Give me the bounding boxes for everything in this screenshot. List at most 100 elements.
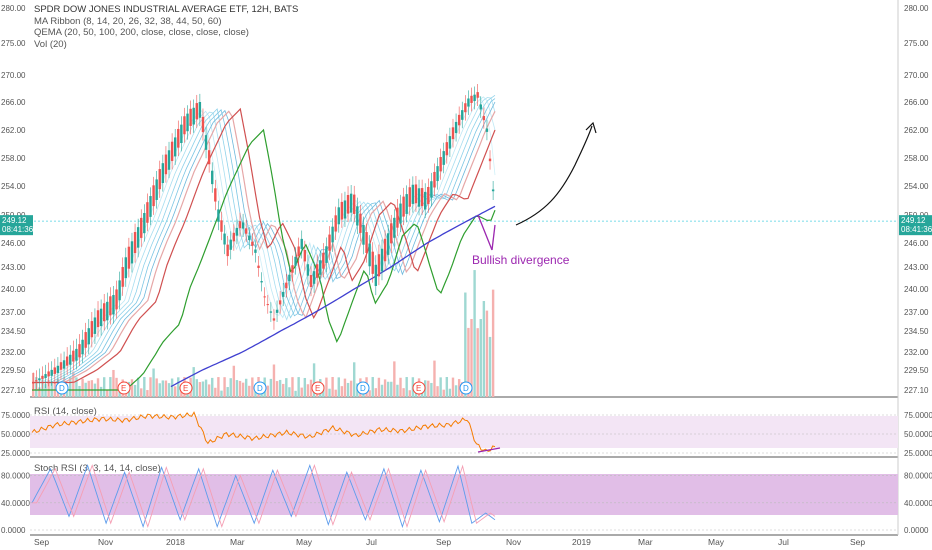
volume-bar	[294, 390, 297, 397]
candle-body	[427, 186, 430, 205]
price-tick-label-right: 275.00	[904, 39, 929, 48]
volume-bar	[433, 360, 436, 397]
volume-bar	[396, 384, 399, 397]
volume-bar	[47, 379, 50, 397]
candle-body	[491, 189, 495, 192]
candle-body	[488, 158, 492, 162]
volume-bar	[146, 390, 149, 397]
candle-body	[300, 238, 303, 249]
candle-body	[334, 215, 337, 232]
volume-bar	[38, 387, 41, 397]
candle-body	[146, 202, 149, 223]
price-badge-right	[899, 215, 932, 236]
candle-body	[448, 136, 452, 149]
candle-body	[371, 251, 374, 274]
candle-body	[180, 124, 183, 144]
time-tick-label: May	[708, 537, 725, 547]
candle-body	[170, 141, 174, 161]
stoch-k-line	[31, 463, 496, 529]
volume-bar	[192, 367, 195, 397]
volume-bar	[75, 377, 78, 397]
time-tick-label: Sep	[34, 537, 49, 547]
candle-body	[433, 171, 436, 188]
rsi-tick-label: 50.0000	[904, 430, 932, 439]
candle-body	[38, 378, 41, 381]
volume-bar	[78, 385, 81, 397]
candle-body	[288, 274, 291, 282]
volume-bar	[251, 377, 254, 397]
candle-body	[417, 188, 421, 207]
volume-bar	[473, 270, 476, 397]
candle-body	[309, 275, 313, 287]
candle-body	[130, 241, 134, 264]
candle-body	[229, 239, 232, 250]
candle-body	[359, 213, 362, 233]
candle-body	[319, 260, 322, 275]
time-tick-label: Jul	[366, 537, 377, 547]
price-badge-countdown: 08:41:36	[901, 225, 932, 234]
rsi-band	[30, 416, 898, 448]
volume-bar	[229, 378, 232, 397]
candle-body	[365, 232, 368, 253]
volume-bar	[380, 384, 384, 397]
volume-bar	[346, 382, 350, 397]
price-tick-label-left: 270.00	[1, 71, 26, 80]
volume-bar	[50, 381, 53, 397]
volume-bar	[164, 380, 168, 397]
candle-body	[356, 206, 359, 226]
ma-ribbon-line	[32, 107, 496, 384]
price-tick-label-right: 254.00	[904, 182, 929, 191]
candle-body	[275, 309, 279, 313]
event-marker-label: E	[315, 384, 320, 393]
candle-body	[457, 114, 461, 126]
ma-ribbon-label[interactable]: MA Ribbon (8, 14, 20, 26, 32, 38, 44, 50…	[34, 15, 222, 27]
time-tick-label: Mar	[230, 537, 245, 547]
candle-body	[285, 282, 288, 289]
candle-body	[349, 193, 353, 213]
candle-body	[322, 252, 325, 269]
volume-bar	[371, 377, 374, 397]
volume-bar	[399, 377, 402, 397]
candle-body	[152, 185, 155, 207]
price-tick-label-right: 227.10	[904, 386, 929, 395]
candle-body	[124, 257, 127, 279]
ma-ribbon-line	[32, 128, 496, 391]
candle-body	[254, 249, 257, 253]
candle-body	[461, 110, 464, 120]
price-tick-label-right: 229.50	[904, 366, 929, 375]
candle-body	[402, 196, 405, 217]
price-tick-label-left: 258.00	[1, 154, 26, 163]
volume-bar	[232, 365, 236, 397]
candle-body	[72, 350, 75, 362]
price-tick-label-left: 229.50	[1, 366, 26, 375]
candle-body	[235, 227, 239, 236]
volume-bar	[482, 301, 486, 397]
candle-body	[238, 221, 242, 229]
volume-bar	[109, 377, 112, 397]
stoch-tick-label: 80.0000	[904, 472, 932, 481]
candle-body	[115, 289, 118, 310]
candle-body	[485, 128, 489, 132]
qema-label[interactable]: QEMA (20, 50, 100, 200, close, close, cl…	[34, 27, 249, 38]
volume-label[interactable]: Vol (20)	[34, 38, 67, 50]
candle-body	[362, 225, 365, 245]
rsi-pane-label[interactable]: RSI (14, close)	[34, 406, 97, 417]
price-tick-label-left: 237.00	[1, 308, 26, 317]
stoch-pane-label[interactable]: Stoch RSI (3, 3, 14, 14, close)	[34, 463, 161, 474]
arrow-head-icon	[585, 121, 597, 134]
candle-body	[269, 311, 273, 313]
candle-body	[266, 304, 269, 306]
candle-body	[445, 142, 449, 156]
time-tick-label: Nov	[98, 537, 114, 547]
candle-body	[93, 317, 97, 334]
candle-body	[44, 374, 47, 379]
volume-bar	[149, 377, 152, 397]
volume-bar	[491, 289, 495, 397]
price-badge-value: 249.12	[901, 216, 926, 225]
candle-body	[53, 367, 57, 374]
candle-body	[173, 137, 177, 157]
candle-body	[118, 280, 121, 301]
candle-body	[121, 267, 124, 287]
volume-bar	[140, 388, 143, 397]
